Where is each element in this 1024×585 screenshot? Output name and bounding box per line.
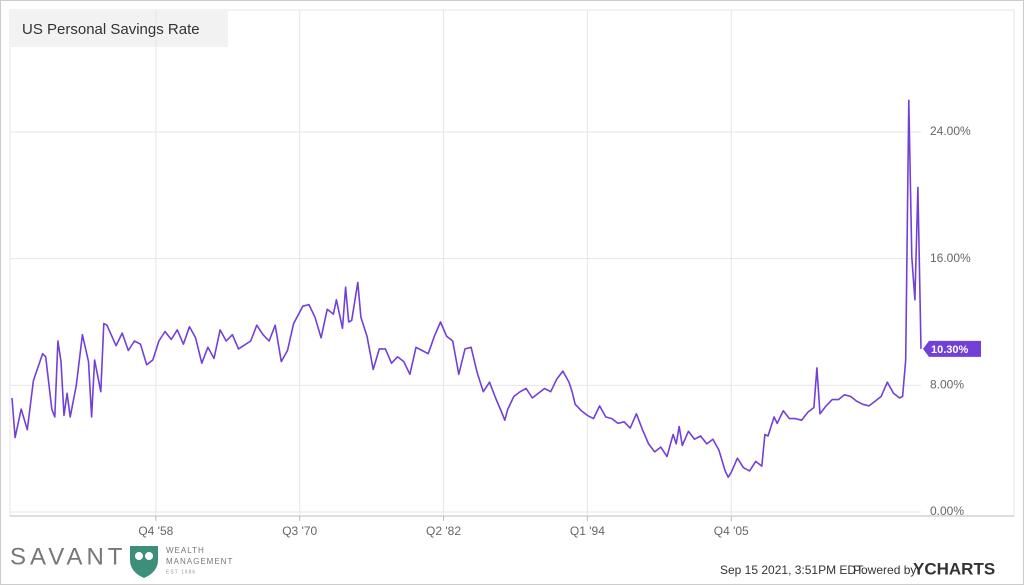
brand-logo-eye bbox=[145, 552, 153, 560]
title-box bbox=[10, 11, 228, 47]
x-tick-label: Q4 '05 bbox=[714, 524, 749, 538]
y-tick-label: 24.00% bbox=[930, 124, 971, 138]
powered-by: Powered by bbox=[853, 563, 916, 577]
brand: SAVANT bbox=[10, 543, 126, 570]
y-tick-label: 16.00% bbox=[930, 251, 971, 265]
brand-line: WEALTH bbox=[166, 546, 205, 555]
brand-logo-eye bbox=[135, 552, 143, 560]
x-tick-label: Q2 '82 bbox=[426, 524, 461, 538]
grid: 0.00% 8.00% 16.00% 24.00% Q4 '58 Q3 '70 Q2 '82… bbox=[10, 10, 971, 538]
x-tick-label: Q1 '94 bbox=[570, 524, 605, 538]
y-tick-label: 8.00% bbox=[930, 378, 964, 392]
timestamp: Sep 15 2021, 3:51PM EDT. bbox=[720, 563, 865, 577]
end-label-box bbox=[923, 340, 981, 357]
brand-line: EST 1986 bbox=[166, 569, 196, 575]
x-tick-label: Q3 '70 bbox=[282, 524, 317, 538]
line bbox=[11, 99, 922, 478]
y-tick-label: 0.00% bbox=[930, 504, 964, 518]
x-tick-label: Q4 '58 bbox=[138, 524, 173, 538]
provider: YCHARTS bbox=[913, 559, 995, 578]
end-label: 10.30% bbox=[931, 344, 969, 356]
chart-title: US Personal Savings Rate bbox=[22, 21, 200, 38]
marks: 10.30% bbox=[11, 99, 981, 478]
brand-line: MANAGEMENT bbox=[166, 557, 233, 566]
